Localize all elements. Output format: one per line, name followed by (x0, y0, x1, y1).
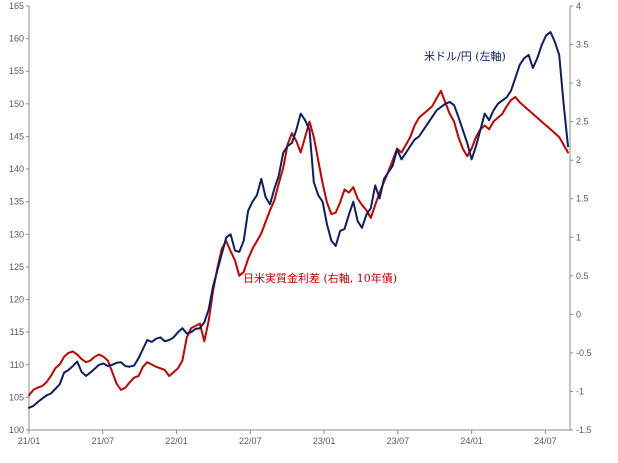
left-tick-label: 150 (9, 99, 24, 109)
x-tick-label: 24/01 (460, 436, 483, 446)
left-tick-label: 120 (9, 295, 24, 305)
left-tick-label: 155 (9, 66, 24, 76)
left-tick-label: 140 (9, 164, 24, 174)
right-tick-label: 1 (576, 232, 581, 242)
right-tick-label: 3 (576, 78, 581, 88)
x-tick-label: 22/01 (165, 436, 188, 446)
right-tick-label: 3.5 (576, 40, 589, 50)
right-tick-label: 2.5 (576, 117, 589, 127)
usdjpy-line (28, 31, 569, 409)
rate-diff-line (28, 89, 569, 397)
left-tick-label: 130 (9, 229, 24, 239)
right-tick-label: 4 (576, 1, 581, 11)
right-tick-label: -1 (576, 386, 584, 396)
left-tick-label: 105 (9, 392, 24, 402)
left-tick-label: 100 (9, 425, 24, 435)
right-tick-label: -0.5 (576, 348, 592, 358)
right-tick-label: 1.5 (576, 194, 589, 204)
right-tick-label: 2 (576, 155, 581, 165)
x-tick-label: 22/07 (239, 436, 262, 446)
left-tick-label: 165 (9, 1, 24, 11)
x-axis: 21/01 21/07 22/01 22/07 23/01 23/07 24/01 24/07 (18, 429, 570, 446)
right-tick-label: 0 (576, 309, 581, 319)
x-tick-label: 21/01 (18, 436, 41, 446)
left-tick-label: 125 (9, 262, 24, 272)
right-axis: -1.5 -1 -0.5 0 0.5 1 1.5 2 2.5 3 3.5 4 (569, 1, 592, 435)
usdjpy-series-label: 米ドル/円 (左軸) (424, 49, 506, 63)
left-tick-label: 110 (10, 360, 24, 370)
left-tick-label: 115 (10, 327, 24, 337)
left-tick-label: 160 (9, 34, 24, 44)
series-layer (28, 31, 569, 409)
left-axis: 100 105 110 115 120 125 130 135 140 145 150 155 160 1… (9, 1, 30, 435)
right-tick-label: 0.5 (576, 271, 589, 281)
x-tick-label: 23/01 (313, 436, 336, 446)
x-tick-label: 24/07 (534, 436, 557, 446)
x-tick-label: 23/07 (387, 436, 410, 446)
right-tick-label: -1.5 (576, 425, 592, 435)
rate-diff-series-label: 日米実質金利差 (右軸, 10年債) (243, 271, 397, 285)
x-tick-label: 21/07 (92, 436, 115, 446)
left-tick-label: 145 (9, 131, 24, 141)
left-tick-label: 135 (9, 197, 24, 207)
